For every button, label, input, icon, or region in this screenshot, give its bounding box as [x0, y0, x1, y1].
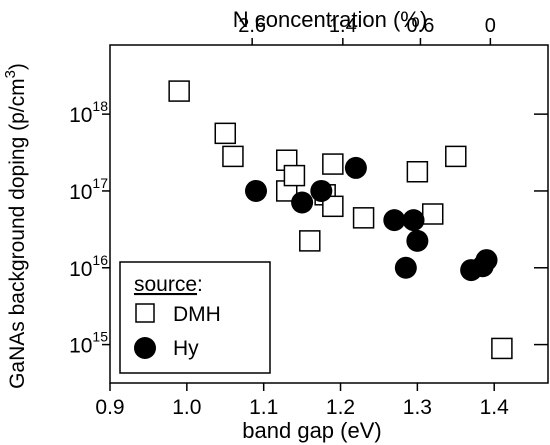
data-point-hy [310, 179, 333, 202]
data-point-hy [344, 156, 367, 179]
x-tick-label: 1.1 [249, 396, 278, 419]
legend-circle-marker [134, 337, 156, 359]
data-point-hy [394, 256, 417, 279]
y-tick-label: 1018 [69, 98, 108, 127]
data-point-dmh [222, 145, 244, 168]
x-tick-label: 1.0 [172, 396, 201, 419]
data-point-dmh [352, 207, 375, 229]
y-axis-label-group: GaNAs background doping (p/cm3) [2, 63, 29, 389]
y-tick-label: 1016 [69, 252, 108, 281]
data-point-dmh [322, 153, 344, 175]
data-point-hy [245, 179, 267, 202]
legend-entry-hy: Hy [173, 337, 199, 360]
data-point-dmh [406, 161, 429, 183]
x-tick-label: 0.9 [95, 396, 124, 419]
top-x-tick-label: 1.4 [329, 15, 357, 37]
data-points [168, 80, 513, 360]
y-tick-label: 1015 [69, 329, 108, 358]
x-tick-label: 1.2 [326, 396, 355, 419]
top-x-tick-label: 0 [485, 15, 496, 37]
legend: source: DMH Hy [119, 261, 271, 374]
data-point-hy [475, 249, 498, 272]
top-x-tick-label: 0.6 [407, 15, 435, 37]
x-tick-label: 1.4 [480, 396, 510, 419]
data-point-dmh [168, 80, 190, 102]
top-x-tick-label: 2.6 [238, 15, 266, 37]
plot-frame [109, 44, 549, 384]
legend-square-marker [135, 303, 155, 323]
axis-ticks [102, 38, 548, 391]
x-tick-label: 1.3 [403, 396, 432, 419]
data-point-dmh [283, 164, 306, 187]
y-tick-label: 1017 [69, 175, 108, 204]
data-point-hy [406, 229, 429, 252]
legend-title: source: [134, 273, 203, 296]
top-axis-label: N concentration (%) [233, 7, 427, 32]
data-point-dmh [214, 122, 237, 145]
plot-border [109, 44, 549, 384]
tick-labels: 0.9 1.0 1.1 1.2 1.3 1.4 2.6 1.4 0.6 0 1015 1016 1017… [69, 15, 509, 419]
x-axis-label: band gap (eV) [242, 418, 381, 443]
data-point-dmh [299, 230, 321, 252]
data-point-hy [402, 209, 425, 232]
data-point-hy [291, 191, 314, 214]
data-point-dmh [491, 337, 513, 360]
y-axis-label: GaNAs background doping (p/cm3) [2, 63, 29, 389]
data-point-dmh [445, 145, 467, 168]
legend-entry-dmh: DMH [173, 303, 221, 326]
data-point-dmh [421, 203, 444, 225]
data-point-dmh [322, 195, 344, 218]
data-point-hy [383, 209, 406, 232]
